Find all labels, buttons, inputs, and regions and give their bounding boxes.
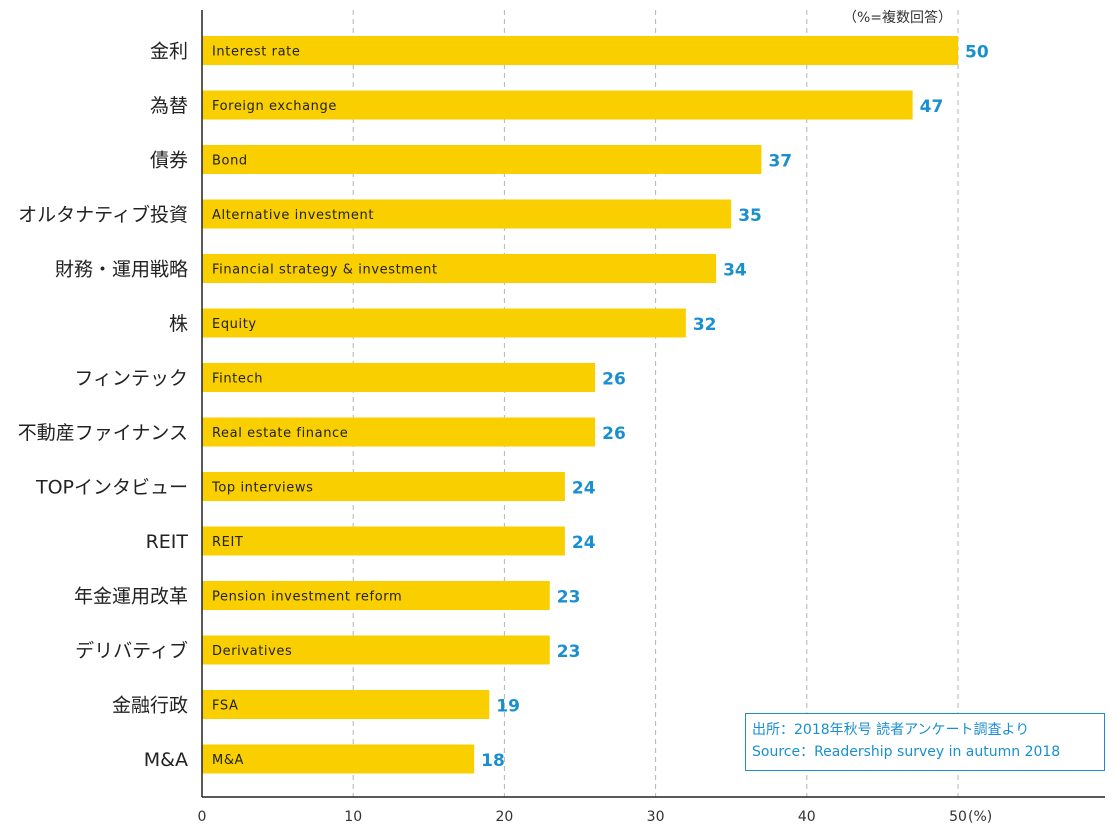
category-label: 債券 <box>150 150 188 172</box>
bar-7 <box>202 417 596 447</box>
bar-1 <box>202 90 913 120</box>
category-label: フィンテック <box>74 368 188 390</box>
category-label: 年金運用改革 <box>74 586 188 608</box>
x-tick-label: 30 <box>647 809 665 825</box>
source-line-jp: 出所：2018年秋号 読者アンケート調査より <box>752 722 1030 738</box>
category-label: 不動産ファイナンス <box>18 422 188 444</box>
bar-12 <box>202 690 490 719</box>
value-label: 47 <box>920 97 944 117</box>
x-tick-label: 50 <box>949 809 967 825</box>
value-label: 23 <box>557 642 581 662</box>
category-label: M&A <box>144 749 188 771</box>
axes: 0 10 20 30 40 50 (%) <box>198 10 1105 825</box>
value-label: 50 <box>965 43 989 63</box>
value-label: 19 <box>496 697 520 717</box>
x-tick-label: 20 <box>495 809 513 825</box>
source-box: 出所：2018年秋号 読者アンケート調査より Source：Readership… <box>745 713 1105 771</box>
value-label: 26 <box>602 370 626 390</box>
x-tick-label: 40 <box>798 809 816 825</box>
bar-label-en: Derivatives <box>212 644 292 659</box>
bar-label-en: Financial strategy & investment <box>212 263 438 278</box>
bar-label-en: Equity <box>212 317 257 332</box>
value-label: 32 <box>693 315 717 335</box>
category-label: 財務・運用戦略 <box>55 259 188 281</box>
value-label: 24 <box>572 479 596 499</box>
category-label: 為替 <box>150 95 188 117</box>
bar-label-en: Pension investment reform <box>212 590 402 605</box>
bar-label-en: Real estate finance <box>212 426 348 441</box>
bar-label-en: REIT <box>212 535 243 550</box>
bars: Interest rate 金利 50 Foreign exchange 為替 47 Bon… <box>18 36 989 774</box>
grid-lines <box>352 10 959 797</box>
chart-note: （%=複数回答） <box>843 9 952 26</box>
bar-13 <box>202 744 475 774</box>
bar-9 <box>202 526 565 556</box>
value-label: 24 <box>572 533 596 553</box>
category-label: オルタナティブ投資 <box>18 203 188 226</box>
category-label: デリバティブ <box>75 639 188 662</box>
x-tick-label: 0 <box>198 809 207 825</box>
source-line-en: Source：Readership survey in autumn 2018 <box>752 744 1061 760</box>
bar-6 <box>202 363 596 392</box>
bar-2 <box>202 145 762 174</box>
value-label: 37 <box>768 152 792 172</box>
value-label: 23 <box>557 588 581 608</box>
bar-8 <box>202 472 565 501</box>
bar-11 <box>202 635 550 665</box>
bar-label-en: M&A <box>212 753 244 768</box>
bar-10 <box>202 581 550 610</box>
x-tick-label: 10 <box>344 809 362 825</box>
category-label: 株 <box>169 313 188 335</box>
bar-label-en: Fintech <box>212 372 263 387</box>
x-axis-unit: (%) <box>968 809 992 825</box>
bar-4 <box>202 254 717 283</box>
value-label: 34 <box>723 261 747 281</box>
value-label: 18 <box>481 751 505 771</box>
value-label: 26 <box>602 424 626 444</box>
bar-3 <box>202 199 732 229</box>
value-label: 35 <box>738 206 762 226</box>
category-label: REIT <box>146 531 189 553</box>
bar-0 <box>202 36 958 65</box>
bar-label-en: Alternative investment <box>212 208 374 223</box>
bar-label-en: FSA <box>212 699 238 714</box>
category-label: 金融行政 <box>112 695 188 717</box>
bar-label-en: Bond <box>212 154 248 169</box>
category-label: TOPインタビュー <box>35 477 188 499</box>
bar-label-en: Foreign exchange <box>212 99 337 114</box>
bar-label-en: Interest rate <box>212 45 300 60</box>
bar-5 <box>202 308 686 338</box>
bar-label-en: Top interviews <box>211 481 313 496</box>
category-label: 金利 <box>150 41 188 63</box>
